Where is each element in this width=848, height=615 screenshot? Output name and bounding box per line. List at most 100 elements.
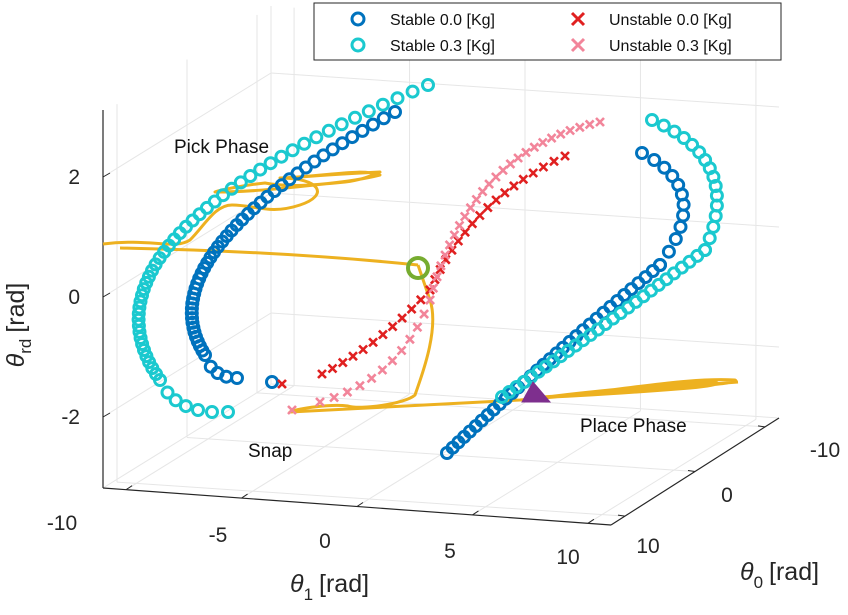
stable-0.0-point (647, 153, 662, 167)
stable-0.0-point (198, 348, 212, 362)
stable-0.0-point (230, 371, 244, 385)
stable-0.3-point (160, 385, 175, 400)
unstable-0.3-point (449, 230, 460, 240)
stable-0.3-point (136, 282, 151, 297)
unstable-0.3-point (354, 380, 365, 391)
legend-box (313, 2, 782, 61)
stable-0.3-point (321, 123, 336, 138)
stable-0.3-point (390, 91, 405, 106)
legend-label-unstable-03: Unstable 0.3 [Kg] (609, 38, 732, 55)
unstable-0.3-point (513, 153, 524, 163)
unstable-0.3-point (477, 186, 488, 197)
stable-0.3-point (263, 156, 278, 171)
legend-marker-unstable-03 (570, 37, 586, 53)
grid-line (587, 418, 757, 524)
unstable-0.0-point (467, 218, 478, 229)
stable-0.3-point (132, 324, 147, 339)
unstable-0.3-point (574, 122, 585, 133)
plot-area (102, 78, 739, 460)
z-axis-unit: [rad] (2, 283, 30, 333)
unstable-0.0-point (377, 329, 388, 340)
unstable-0.0-point (538, 162, 549, 172)
unstable-0.3-point (412, 322, 423, 333)
unstable-0.3-point (419, 309, 430, 320)
grid-line (472, 410, 641, 516)
z-tick (102, 412, 111, 418)
unstable-0.0-point (406, 304, 417, 315)
stable-0.3-point (233, 175, 248, 190)
unstable-0.3-point (428, 283, 439, 294)
x-tick-label: -10 (47, 512, 77, 535)
unstable-0.3-point (342, 387, 353, 398)
x-tick (125, 485, 133, 491)
stable-0.3-point (348, 110, 362, 125)
x-axis-label: θ1 [rad] (290, 570, 369, 604)
grid-line (241, 393, 410, 499)
unstable-0.3-point (396, 345, 407, 356)
unstable-0.0-point (528, 168, 539, 178)
stable-0.0-point (366, 117, 380, 132)
unstable-0.3-point (529, 142, 540, 153)
grid-line (125, 385, 295, 491)
unstable-0.3-point (465, 202, 476, 213)
unstable-0.3-point (537, 137, 548, 148)
stable-0.0-point (376, 111, 391, 126)
unstable-0.0-point (560, 151, 570, 161)
annotation-snap: Snap (248, 441, 292, 462)
unstable-0.3-point (484, 179, 495, 190)
stable-0.3-point (178, 399, 193, 414)
unstable-0.0-point (474, 210, 485, 221)
z-axis-subscript: rd (16, 339, 35, 354)
stable-0.3-point (191, 403, 205, 417)
legend-label-stable-03: Stable 0.3 [Kg] (390, 38, 495, 55)
x-tick (356, 502, 364, 507)
unstable-0.3-point (387, 355, 398, 366)
y-axis-label: θ0 [rad] (740, 558, 819, 592)
x-tick-label: 0 (319, 530, 331, 553)
unstable-0.3-point (287, 405, 297, 415)
unstable-0.3-point (555, 129, 566, 140)
unstable-0.0-point (397, 313, 408, 324)
stable-0.3-point (297, 136, 312, 151)
stable-0.0-point (388, 105, 402, 119)
y-axis-symbol: θ (740, 558, 754, 586)
stable-0.3-point (285, 143, 300, 158)
x-tick-label: 5 (444, 540, 456, 563)
grid-line (256, 392, 766, 428)
unstable-0.3-point (404, 334, 415, 345)
stable-0.0-point (673, 219, 688, 234)
z-tick-label: 2 (68, 166, 80, 189)
x-tick-label: 10 (556, 546, 579, 569)
start-marker (406, 256, 430, 280)
legend-marker-unstable-0 (570, 11, 586, 27)
y-tick-label: 0 (721, 484, 733, 507)
stable-0.3-point (361, 104, 376, 119)
unstable-0.0-point (368, 337, 379, 348)
z-tick (102, 172, 111, 178)
x-tick (587, 518, 595, 524)
unstable-0.0-point (348, 351, 358, 362)
unstable-0.0-point (337, 357, 348, 368)
unstable-0.3-point (377, 365, 388, 375)
stable-0.0-point (265, 375, 279, 389)
unstable-0.0-point (446, 245, 457, 256)
y-axis-subscript: 0 (754, 573, 763, 592)
unstable-0.3-point (425, 295, 435, 305)
z-tick-label: 0 (68, 286, 80, 309)
legend: Stable 0.0 [Kg] Stable 0.3 [Kg] Unstable… (313, 2, 782, 61)
stable-0.3-point (656, 118, 671, 133)
legend-label-unstable-0: Unstable 0.0 [Kg] (609, 12, 732, 29)
unstable-0.0-point (317, 369, 327, 379)
stable-0.3-point (405, 84, 420, 99)
unstable-0.3-point (595, 117, 605, 127)
unstable-0.0-point (549, 156, 559, 167)
grid-line (116, 481, 626, 517)
stable-0.0-point (335, 136, 350, 151)
unstable-0.0-point (415, 294, 426, 305)
unstable-0.0-point (499, 187, 510, 198)
unstable-0.3-point (471, 194, 482, 205)
x-tick (472, 510, 479, 516)
unstable-0.3-point (546, 133, 557, 144)
y-tick (757, 425, 766, 428)
